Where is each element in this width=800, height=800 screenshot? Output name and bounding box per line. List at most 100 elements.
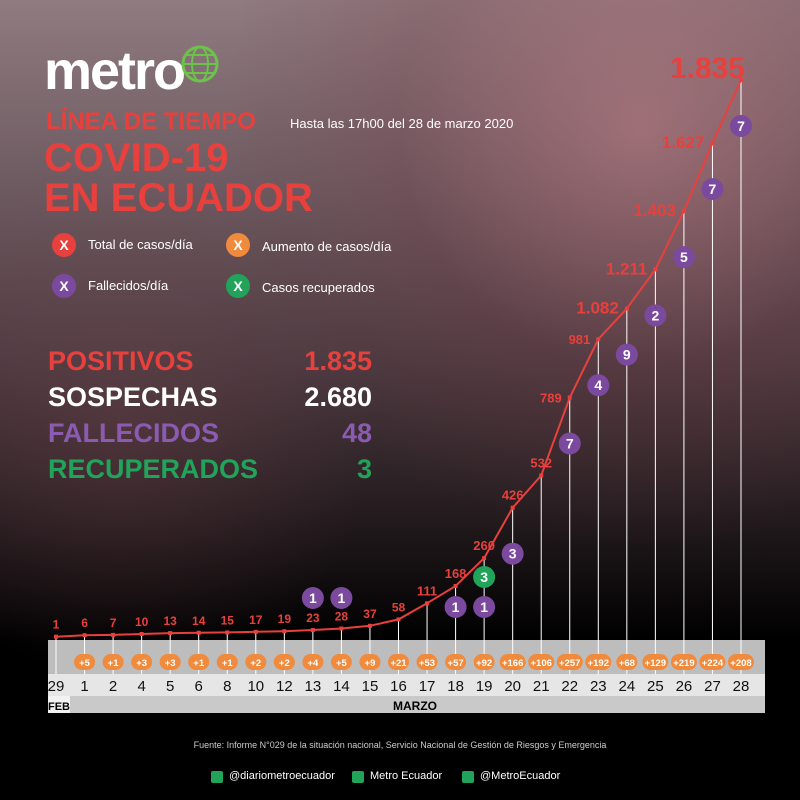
total-label: 15	[221, 613, 235, 627]
total-label: 260	[473, 538, 495, 553]
point-marker	[710, 141, 715, 146]
total-label: 1.627	[662, 133, 705, 152]
stat-recuperados-value: 3	[356, 454, 372, 484]
point-marker	[567, 395, 572, 400]
point-marker	[253, 629, 258, 634]
death-value: 7	[709, 181, 717, 197]
day-label: 23	[590, 678, 607, 695]
point-marker	[425, 601, 430, 606]
death-bubble	[444, 596, 467, 618]
day-label: 14	[333, 678, 350, 695]
point-marker	[54, 634, 58, 639]
increase-pill	[388, 654, 409, 670]
day-label: 1	[80, 678, 88, 695]
death-bubble	[644, 304, 667, 327]
social-twitter[interactable]: @MetroEcuador	[480, 770, 561, 782]
point-marker	[596, 337, 601, 342]
main-title-line1: COVID-19	[44, 136, 229, 180]
point-marker	[282, 629, 287, 634]
day-label: 15	[362, 678, 379, 695]
recovered-bubble	[473, 566, 496, 588]
point-marker	[82, 633, 87, 638]
recovered-value: 3	[480, 569, 488, 585]
legend-total-label: Total de casos/día	[88, 237, 193, 252]
increase-label: +68	[619, 658, 635, 669]
point-marker	[510, 505, 515, 510]
social-instagram[interactable]: Metro Ecuador	[370, 770, 443, 782]
point-marker	[624, 306, 629, 311]
death-bubble	[615, 343, 638, 366]
legend-recovered-marker: X	[226, 274, 250, 298]
legend-deaths-marker: X	[52, 274, 76, 298]
day-label: 19	[476, 678, 493, 695]
social-facebook[interactable]: @diariometroecuador	[229, 770, 335, 782]
increase-label: +257	[559, 658, 580, 669]
feb-band	[48, 696, 70, 713]
point-marker	[339, 626, 344, 631]
total-label: 789	[540, 391, 562, 406]
legend-total-marker: X	[52, 233, 76, 257]
increase-pill	[642, 654, 669, 670]
increase-label: +192	[588, 658, 609, 669]
total-label: 168	[445, 566, 467, 581]
month-band	[70, 696, 765, 713]
death-bubble	[301, 587, 324, 609]
month-label-mar: MARZO	[393, 699, 437, 713]
death-value: 1	[452, 599, 460, 615]
point-marker	[139, 631, 144, 636]
day-label: 16	[390, 678, 407, 695]
point-marker	[196, 630, 201, 635]
death-value: 9	[623, 347, 631, 363]
death-bubble	[473, 596, 496, 618]
total-label: 1.082	[576, 299, 619, 318]
increase-pill	[416, 654, 438, 670]
total-label: 28	[335, 610, 349, 624]
main-title-line2: EN ECUADOR	[44, 176, 313, 220]
increase-label: +166	[502, 658, 523, 669]
stat-recuperados-label: RECUPERADOS	[48, 454, 259, 484]
day-label: 29	[48, 678, 65, 695]
increase-pill	[585, 654, 612, 670]
increase-pill	[159, 654, 181, 670]
increase-pill	[330, 654, 352, 670]
day-label: 10	[247, 678, 264, 695]
day-band	[48, 674, 765, 696]
point-marker	[396, 617, 401, 622]
increase-pill	[359, 654, 381, 670]
total-label: 37	[363, 607, 377, 621]
increase-pill	[273, 654, 295, 670]
increase-label: +21	[390, 658, 407, 669]
instagram-icon	[352, 771, 364, 783]
total-label: 1.211	[606, 259, 648, 278]
total-label: 17	[249, 613, 263, 627]
increase-label: +5	[79, 658, 91, 669]
total-label: 111	[417, 583, 437, 598]
point-marker	[367, 623, 372, 628]
day-label: 5	[166, 678, 174, 695]
increase-label: +3	[165, 658, 176, 669]
point-marker	[539, 473, 544, 478]
day-label: 20	[504, 678, 521, 695]
death-value: 7	[566, 436, 574, 452]
facebook-icon	[211, 771, 223, 783]
increase-label: +4	[307, 658, 319, 669]
death-value: 3	[509, 546, 517, 562]
death-value: 1	[309, 590, 317, 606]
total-label: 58	[392, 600, 406, 614]
stat-positivos-value: 1.835	[304, 346, 372, 376]
point-marker	[739, 78, 743, 82]
death-bubble	[672, 246, 695, 269]
increase-pill	[245, 654, 267, 670]
increase-pill	[528, 654, 555, 670]
death-bubble	[558, 432, 581, 455]
total-label: 1.403	[633, 201, 676, 220]
day-label: 2	[109, 678, 117, 695]
total-label: 6	[81, 616, 88, 630]
legend-increase-label: Aumento de casos/día	[262, 239, 392, 254]
day-label: 24	[618, 678, 635, 695]
point-marker	[310, 628, 315, 633]
increase-pill	[670, 654, 697, 670]
day-label: 18	[447, 678, 464, 695]
day-label: 21	[533, 678, 550, 695]
total-label: 14	[192, 614, 206, 628]
